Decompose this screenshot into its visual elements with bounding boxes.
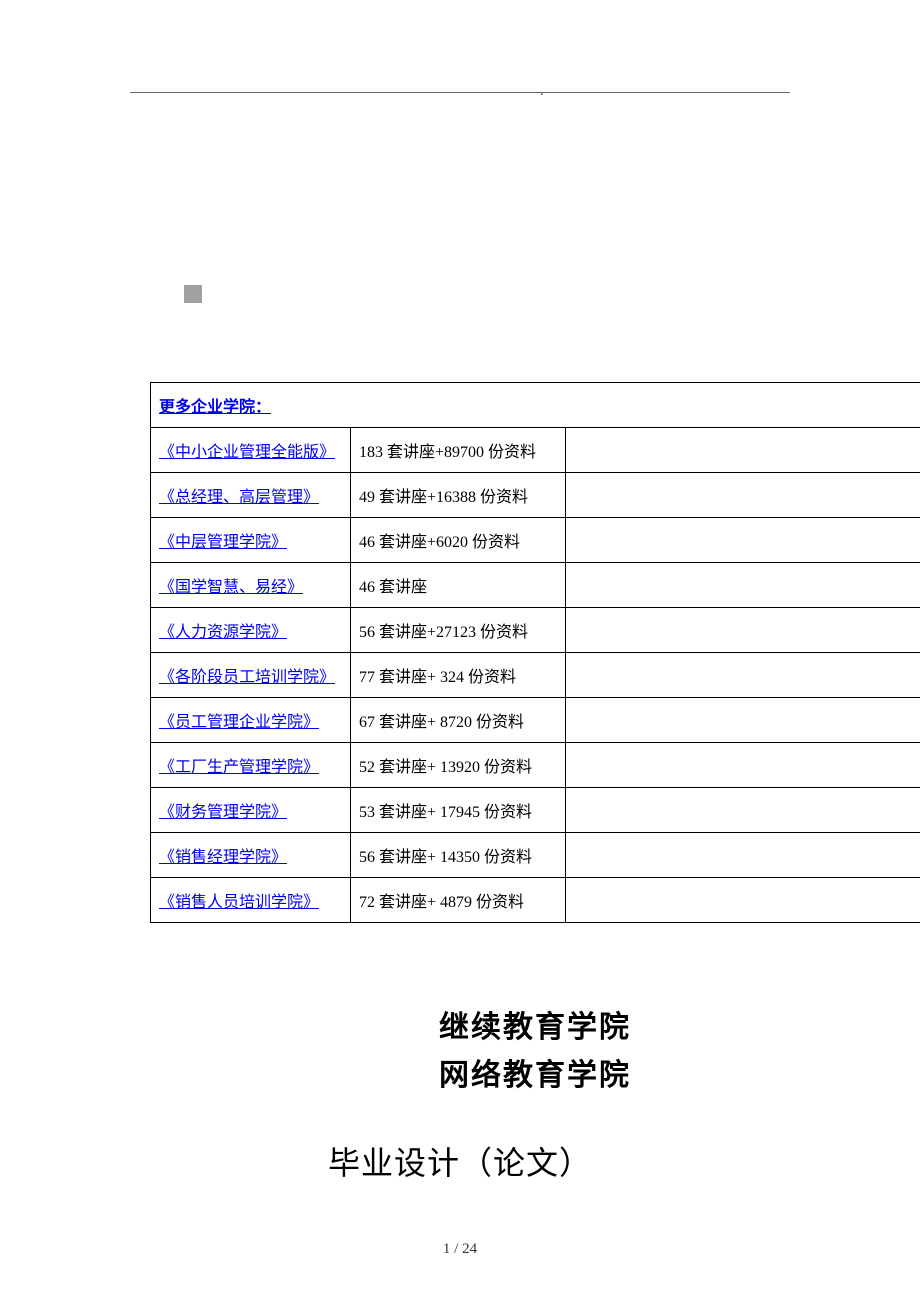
table-row: 《总经理、高层管理》 49 套讲座+16388 份资料 [151, 473, 920, 518]
table-cell-detail: 52 套讲座+ 13920 份资料 [351, 743, 566, 788]
table-cell-empty [566, 653, 920, 698]
table-row: 《员工管理企业学院》 67 套讲座+ 8720 份资料 [151, 698, 920, 743]
document-subtitle: 毕业设计（论文） [0, 1138, 920, 1184]
institution-heading-section: 继续教育学院 网络教育学院 [0, 1002, 920, 1094]
table-cell-detail: 46 套讲座 [351, 563, 566, 608]
table-cell-detail: 49 套讲座+16388 份资料 [351, 473, 566, 518]
table-cell-name: 《工厂生产管理学院》 [151, 743, 351, 788]
institution-heading-line2: 网络教育学院 [0, 1050, 920, 1094]
page-number-footer: 1 / 24 [0, 1241, 920, 1258]
table-row: 《中层管理学院》 46 套讲座+6020 份资料 [151, 518, 920, 563]
course-link[interactable]: 《人力资源学院》 [159, 624, 287, 641]
table-cell-detail: 56 套讲座+ 14350 份资料 [351, 833, 566, 878]
table-header-row: 更多企业学院： [151, 383, 920, 428]
table-cell-name: 《国学智慧、易经》 [151, 563, 351, 608]
course-link[interactable]: 《中小企业管理全能版》 [159, 444, 335, 461]
table-row: 《中小企业管理全能版》 183 套讲座+89700 份资料 [151, 428, 920, 473]
table-cell-detail: 56 套讲座+27123 份资料 [351, 608, 566, 653]
table-cell-name: 《中层管理学院》 [151, 518, 351, 563]
course-link[interactable]: 《员工管理企业学院》 [159, 714, 319, 731]
course-table-container: 更多企业学院： 《中小企业管理全能版》 183 套讲座+89700 份资料 《总… [150, 382, 920, 923]
course-link[interactable]: 《工厂生产管理学院》 [159, 759, 319, 776]
table-cell-empty [566, 833, 920, 878]
course-table: 更多企业学院： 《中小企业管理全能版》 183 套讲座+89700 份资料 《总… [150, 382, 920, 923]
table-row: 《国学智慧、易经》 46 套讲座 [151, 563, 920, 608]
course-link[interactable]: 《销售人员培训学院》 [159, 894, 319, 911]
decorative-square-icon [184, 285, 202, 303]
table-row: 《销售人员培训学院》 72 套讲座+ 4879 份资料 [151, 878, 920, 923]
table-header-text[interactable]: 更多企业学院： [159, 399, 271, 416]
table-cell-name: 《总经理、高层管理》 [151, 473, 351, 518]
table-cell-empty [566, 788, 920, 833]
table-cell-detail: 72 套讲座+ 4879 份资料 [351, 878, 566, 923]
table-cell-empty [566, 878, 920, 923]
table-cell-name: 《中小企业管理全能版》 [151, 428, 351, 473]
course-link[interactable]: 《总经理、高层管理》 [159, 489, 319, 506]
course-link[interactable]: 《销售经理学院》 [159, 849, 287, 866]
course-link[interactable]: 《各阶段员工培训学院》 [159, 669, 335, 686]
table-cell-name: 《财务管理学院》 [151, 788, 351, 833]
table-cell-detail: 53 套讲座+ 17945 份资料 [351, 788, 566, 833]
table-cell-empty [566, 518, 920, 563]
table-row: 《人力资源学院》 56 套讲座+27123 份资料 [151, 608, 920, 653]
table-cell-empty [566, 428, 920, 473]
table-cell-name: 《销售经理学院》 [151, 833, 351, 878]
table-cell-empty [566, 563, 920, 608]
table-cell-name: 《人力资源学院》 [151, 608, 351, 653]
table-cell-detail: 77 套讲座+ 324 份资料 [351, 653, 566, 698]
course-link[interactable]: 《国学智慧、易经》 [159, 579, 303, 596]
page-container: . 更多企业学院： 《中小企业管理全能版》 183 套讲座+89700 份资料 … [0, 0, 920, 1302]
course-link[interactable]: 《财务管理学院》 [159, 804, 287, 821]
table-cell-name: 《销售人员培训学院》 [151, 878, 351, 923]
table-cell-name: 《员工管理企业学院》 [151, 698, 351, 743]
table-cell-detail: 67 套讲座+ 8720 份资料 [351, 698, 566, 743]
header-divider-line [130, 92, 790, 93]
table-cell-empty [566, 473, 920, 518]
table-cell-name: 《各阶段员工培训学院》 [151, 653, 351, 698]
table-row: 《工厂生产管理学院》 52 套讲座+ 13920 份资料 [151, 743, 920, 788]
course-link[interactable]: 《中层管理学院》 [159, 534, 287, 551]
table-cell-empty [566, 698, 920, 743]
table-cell-detail: 46 套讲座+6020 份资料 [351, 518, 566, 563]
table-row: 《财务管理学院》 53 套讲座+ 17945 份资料 [151, 788, 920, 833]
table-row: 《各阶段员工培训学院》 77 套讲座+ 324 份资料 [151, 653, 920, 698]
table-cell-empty [566, 743, 920, 788]
table-cell-detail: 183 套讲座+89700 份资料 [351, 428, 566, 473]
table-header-cell: 更多企业学院： [151, 383, 920, 428]
table-cell-empty [566, 608, 920, 653]
institution-heading-line1: 继续教育学院 [0, 1002, 920, 1046]
table-row: 《销售经理学院》 56 套讲座+ 14350 份资料 [151, 833, 920, 878]
